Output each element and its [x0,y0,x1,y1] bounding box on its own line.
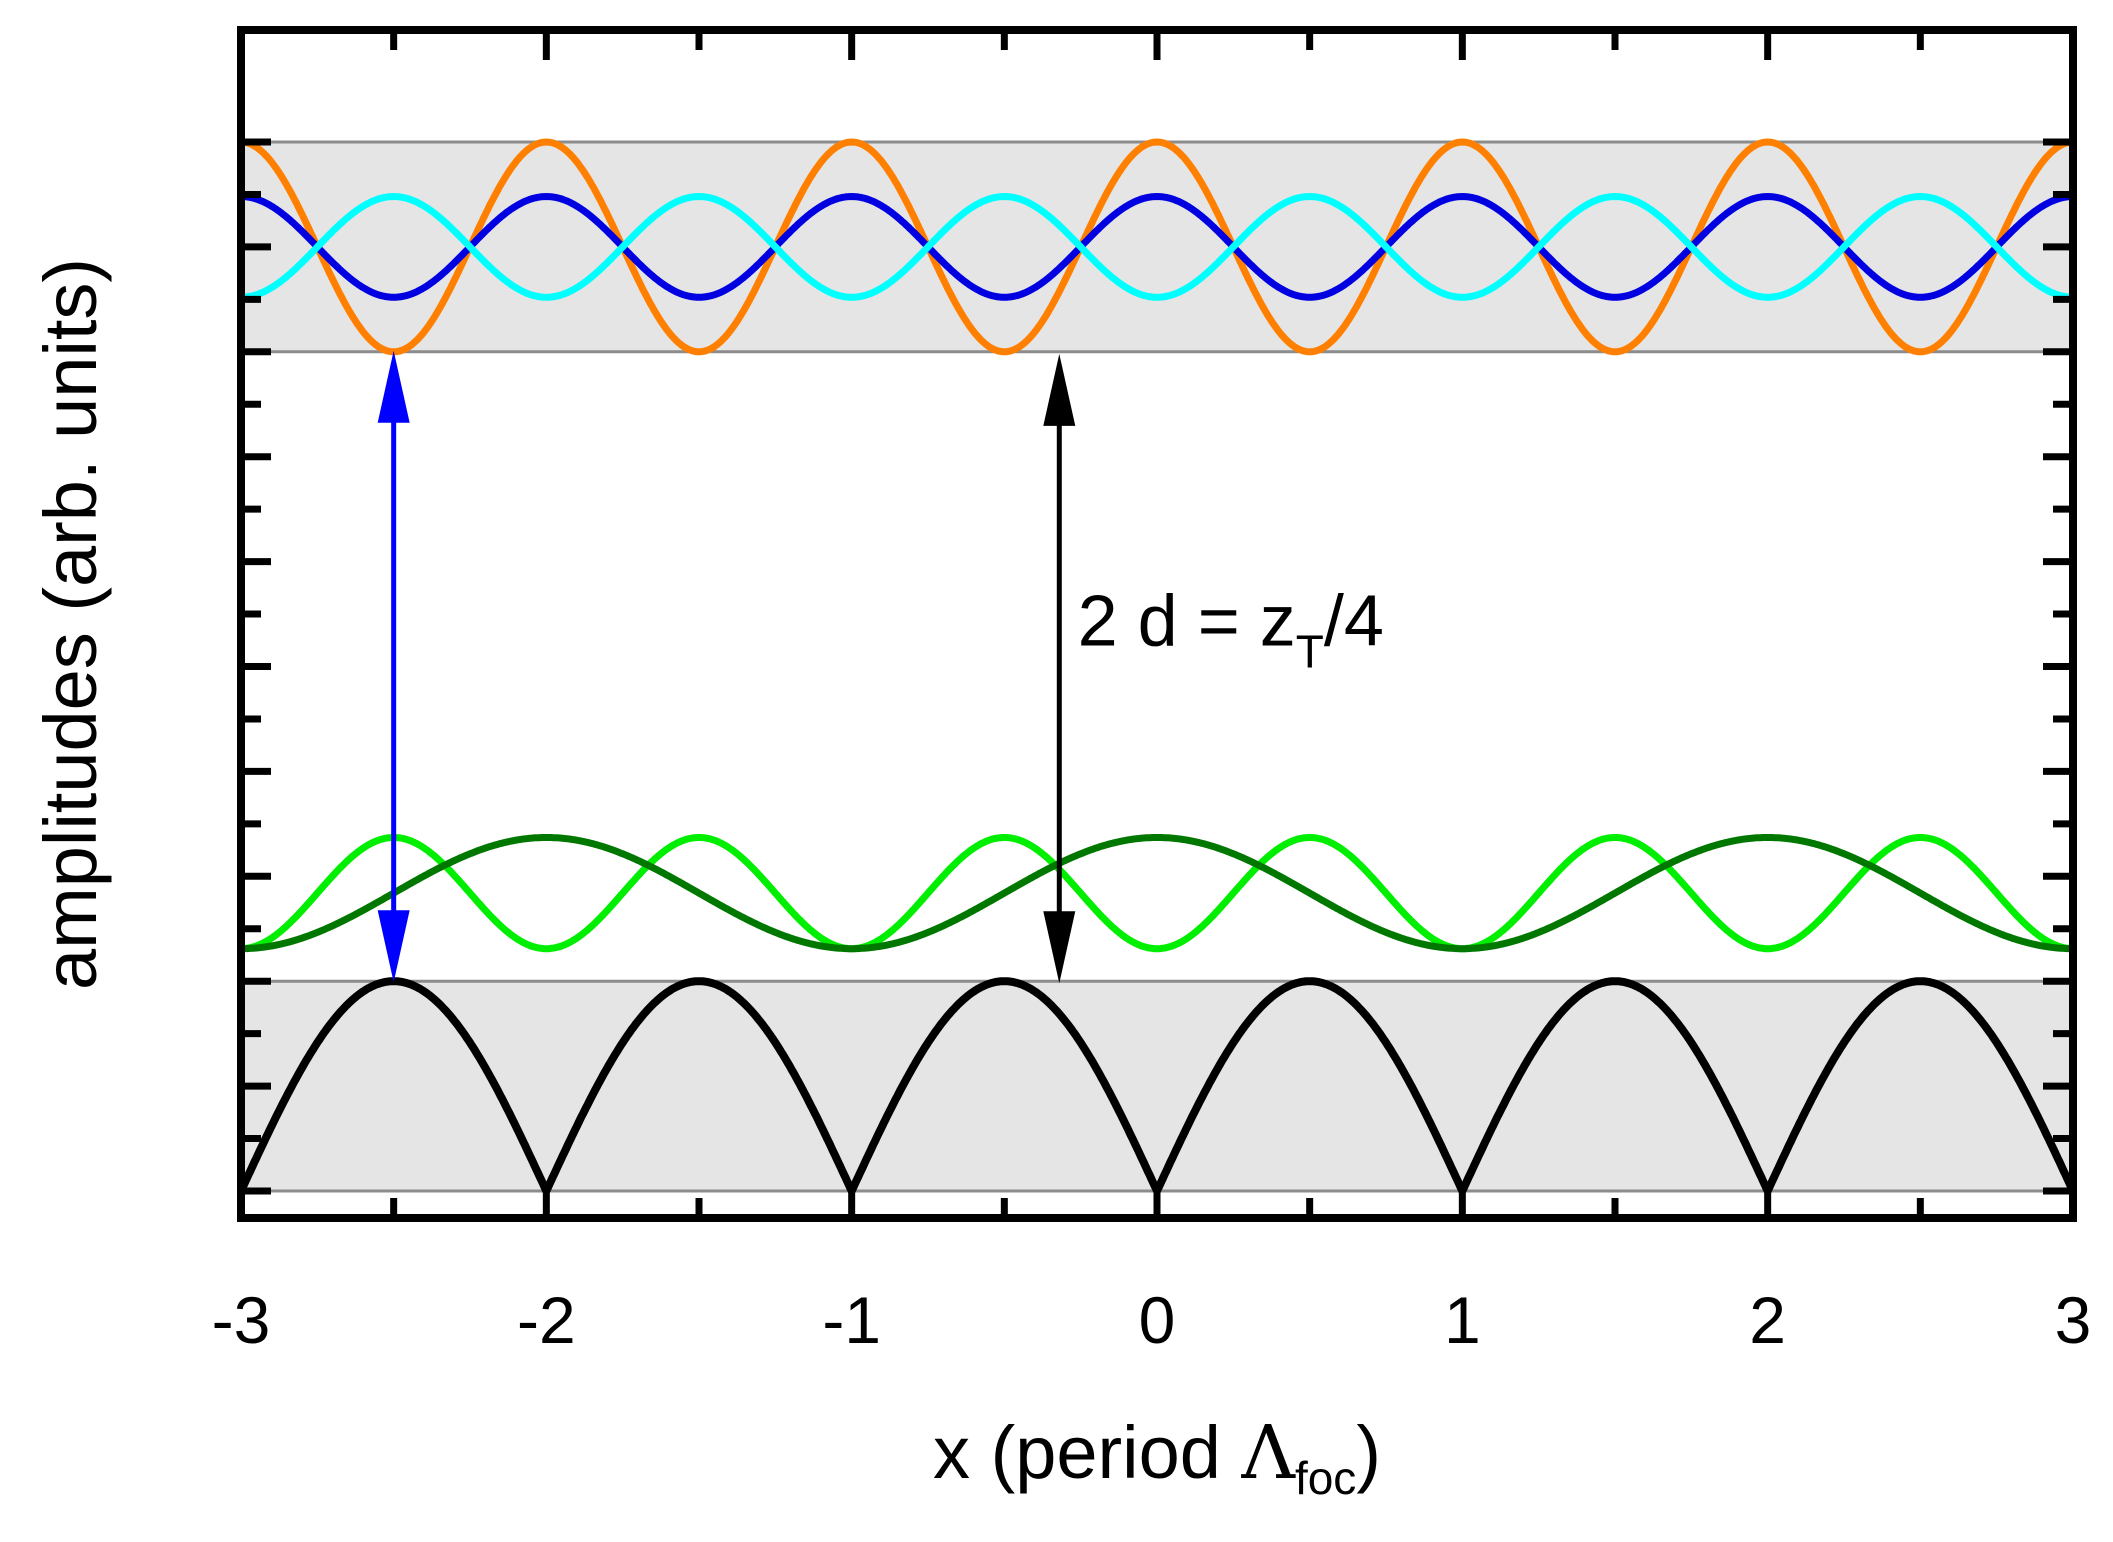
arrow-head-bottom-1 [1043,911,1076,984]
shaded-band-1 [241,142,2073,352]
x-axis-title: x (period Λfoc) [933,1410,1381,1504]
x-tick-label: -2 [517,1283,576,1357]
annotation-text-tail: /4 [1324,582,1384,662]
x-tick-label: 0 [1139,1283,1176,1357]
x-tick-labels: -3 -2 -1 0 1 2 3 [212,1283,2092,1357]
series-line-0 [237,138,2077,356]
arrow-head-bottom-0 [377,910,410,983]
y-axis-title: amplitudes (arb. units) [29,258,112,990]
series-line-1 [237,193,2077,301]
series-line-4 [237,834,2077,953]
x-axis-title-close: ) [1356,1411,1381,1494]
x-tick-label: 1 [1444,1283,1481,1357]
x-axis-title-symbol: Λ [1240,1410,1296,1496]
x-tick-label: -1 [822,1283,881,1357]
x-tick-label: 2 [1749,1283,1786,1357]
annotation-text-2: 2 d = zT/4 [1078,582,1384,678]
x-axis-title-main: x (period [933,1411,1241,1494]
annotation-text-subscript: T [1296,626,1324,678]
arrow-head-top-0 [377,350,410,423]
series-line-3 [237,834,2077,953]
plot-frame [237,26,2077,1222]
x-tick-label: 3 [2055,1283,2092,1357]
annotation-text-main: 2 d = z [1078,582,1296,662]
arrow-head-top-1 [1043,353,1076,426]
shaded-bands [241,140,2073,1193]
series-line-2 [237,193,2077,301]
x-axis-title-subscript: foc [1295,1452,1356,1504]
x-tick-label: -3 [212,1283,271,1357]
shaded-band-0 [241,981,2073,1191]
annotations: 2 d = zT/4 [377,350,1384,984]
